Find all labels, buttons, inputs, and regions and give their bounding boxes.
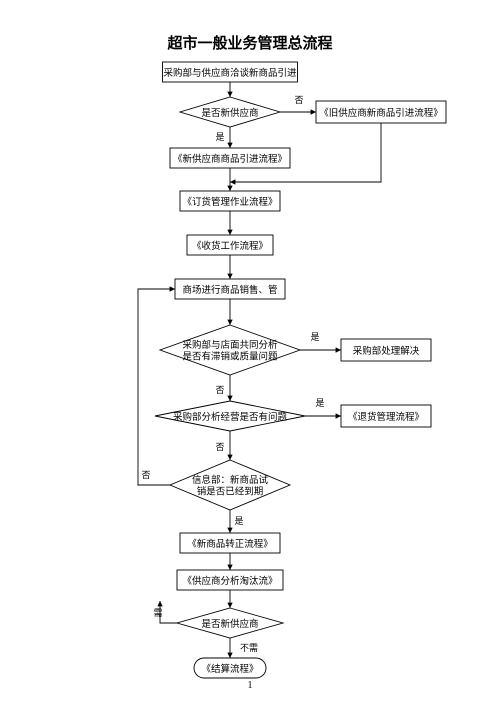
flow-node: 《新供应商商品引进流程》 xyxy=(170,148,290,168)
page-title: 超市一般业务管理总流程 xyxy=(0,32,500,53)
flow-node: 采购部与供应商洽谈新商品引进 xyxy=(163,62,298,82)
flow-edge xyxy=(160,601,177,623)
flow-node: 《旧供应商新商品引进流程》 xyxy=(316,101,446,123)
flow-node: 采购部与店面共同分析是否有滞销或质量问题 xyxy=(160,325,300,375)
svg-text:采购部处理解决: 采购部处理解决 xyxy=(353,345,420,357)
flow-node: 《退货管理流程》 xyxy=(341,405,431,427)
edge-label: 否 xyxy=(215,442,224,452)
edge-label: 否 xyxy=(294,95,303,105)
flow-edge xyxy=(138,289,175,485)
edge-label: 否 xyxy=(215,385,224,395)
edge-label: 是 xyxy=(215,132,224,142)
flow-node: 《结算流程》 xyxy=(194,658,266,678)
svg-text:采购部与供应商洽谈新商品引进: 采购部与供应商洽谈新商品引进 xyxy=(163,67,297,79)
flow-node: 是否新供应商 xyxy=(180,97,280,127)
svg-text:《收货工作流程》: 《收货工作流程》 xyxy=(192,240,268,252)
page-number: 1 xyxy=(0,680,500,691)
svg-text:采购部分析经营是否有问题: 采购部分析经营是否有问题 xyxy=(173,411,288,423)
edge-label: 不需 xyxy=(240,643,258,653)
flow-node: 《订货管理作业流程》 xyxy=(180,191,280,211)
svg-text:《旧供应商新商品引进流程》: 《旧供应商新商品引进流程》 xyxy=(319,107,443,119)
svg-text:《退货管理流程》: 《退货管理流程》 xyxy=(348,411,424,423)
svg-text:《结算流程》: 《结算流程》 xyxy=(201,663,258,675)
svg-text:采购部与店面共同分析: 采购部与店面共同分析 xyxy=(182,339,278,351)
svg-text:信息部：新商品试: 信息部：新商品试 xyxy=(192,474,269,486)
svg-text:《新商品转正流程》: 《新商品转正流程》 xyxy=(187,538,273,550)
flow-node: 采购部分析经营是否有问题 xyxy=(155,401,305,431)
flow-node: 信息部：新商品试销是否已经到期 xyxy=(170,460,290,510)
svg-text:《供应商分析淘汰流》: 《供应商分析淘汰流》 xyxy=(182,575,277,587)
svg-text:销是否已经到期: 销是否已经到期 xyxy=(197,486,264,498)
svg-text:是否新供应商: 是否新供应商 xyxy=(201,618,258,630)
edge-label: 是 xyxy=(315,398,324,408)
flow-node: 《供应商分析淘汰流》 xyxy=(177,570,283,590)
svg-text:商场进行商品销售、管: 商场进行商品销售、管 xyxy=(182,284,277,296)
flow-node: 是否新供应商 xyxy=(177,608,283,638)
edge-label: 是 xyxy=(234,516,243,526)
flowchart-svg: 否是是否是否是否需不需采购部与供应商洽谈新商品引进是否新供应商《旧供应商新商品引… xyxy=(0,0,500,708)
edge-label: 否 xyxy=(141,470,150,480)
edge-label: 需 xyxy=(153,608,162,618)
svg-text:是否有滞销或质量问题: 是否有滞销或质量问题 xyxy=(182,351,278,363)
flow-node: 《收货工作流程》 xyxy=(187,235,273,255)
svg-text:是否新供应商: 是否新供应商 xyxy=(201,107,258,119)
svg-text:《新供应商商品引进流程》: 《新供应商商品引进流程》 xyxy=(173,153,287,165)
svg-text:《订货管理作业流程》: 《订货管理作业流程》 xyxy=(182,196,277,208)
flow-node: 采购部处理解决 xyxy=(341,339,431,361)
flow-node: 《新商品转正流程》 xyxy=(180,533,280,553)
flow-node: 商场进行商品销售、管 xyxy=(175,279,285,299)
edge-label: 是 xyxy=(310,332,319,342)
